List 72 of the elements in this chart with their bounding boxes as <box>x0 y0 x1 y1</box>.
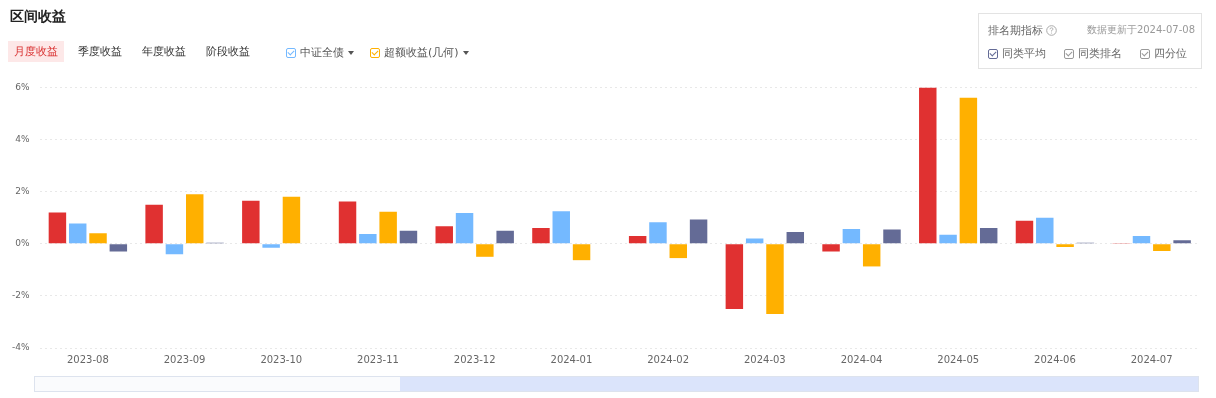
y-tick-label: -4% <box>11 342 30 353</box>
bar <box>883 229 901 244</box>
bar <box>862 244 881 267</box>
bar <box>338 201 357 244</box>
y-tick-label: -2% <box>11 290 30 301</box>
bar <box>496 230 514 244</box>
chart-title: 区间收益 <box>10 8 66 26</box>
x-tick-label: 2023-09 <box>163 353 206 365</box>
x-tick-label: 2024-05 <box>937 353 980 365</box>
bar <box>552 211 570 244</box>
bar <box>532 228 550 244</box>
bar <box>979 228 998 244</box>
y-tick-label: 6% <box>15 81 30 92</box>
y-tick-label: 0% <box>15 238 30 249</box>
text: 排名期指标 <box>988 23 1043 38</box>
x-tick-label: 2024-07 <box>1130 353 1173 365</box>
text: 年度收益 <box>141 44 187 60</box>
x-tick-label: 2024-03 <box>743 353 786 365</box>
bar <box>1015 220 1034 244</box>
bar <box>68 223 87 244</box>
text: 同类排名 <box>1078 46 1122 61</box>
text: 月度收益 <box>8 41 64 62</box>
y-tick-label: 4% <box>15 133 30 144</box>
bar <box>262 244 280 248</box>
bar <box>165 244 184 255</box>
bar <box>786 232 805 244</box>
bar <box>48 212 67 244</box>
bar <box>399 230 418 244</box>
legend-label: 中证全债 <box>300 45 344 60</box>
bar <box>242 200 260 244</box>
x-tick-label: 2024-01 <box>550 353 593 365</box>
bar <box>359 234 377 244</box>
text: 四分位 <box>1154 46 1187 61</box>
bar <box>669 244 687 259</box>
x-tick-label: 2023-08 <box>66 353 109 365</box>
text: 数据更新于2024-07-08 <box>1086 23 1195 37</box>
bar <box>89 233 107 244</box>
legend-label: 超额收益(几何) <box>384 45 459 60</box>
bar <box>919 87 937 244</box>
bar <box>186 194 204 244</box>
bar <box>145 204 163 244</box>
x-tick-label: 2024-02 <box>647 353 690 365</box>
bar <box>1173 240 1191 244</box>
x-tick-label: 2023-10 <box>260 353 303 365</box>
bar <box>628 235 647 244</box>
bar <box>766 244 784 315</box>
x-tick-label: 2023-11 <box>357 353 399 365</box>
y-tick-label: 2% <box>15 185 30 196</box>
bar <box>476 244 494 257</box>
bar <box>435 226 453 244</box>
bar <box>1153 244 1171 252</box>
bar <box>725 244 744 309</box>
x-tick-label: 2024-04 <box>840 353 883 365</box>
text: 季度收益 <box>77 44 123 60</box>
bar <box>939 234 957 244</box>
bar <box>572 244 591 261</box>
bar <box>1132 235 1151 244</box>
bar <box>822 244 840 252</box>
bar <box>282 196 301 244</box>
x-tick-label: 2023-12 <box>453 353 496 365</box>
bar <box>109 244 128 252</box>
bar <box>1056 244 1074 247</box>
bar <box>455 213 474 244</box>
bar <box>689 219 708 244</box>
bar <box>649 222 667 244</box>
legend-label: 同类平均 <box>1002 46 1046 61</box>
x-tick-label: 2024-06 <box>1034 353 1076 365</box>
text: 阶段收益 <box>205 44 251 60</box>
bar <box>1036 217 1054 244</box>
bar <box>379 211 397 244</box>
bar <box>842 228 861 244</box>
bar <box>959 97 978 244</box>
